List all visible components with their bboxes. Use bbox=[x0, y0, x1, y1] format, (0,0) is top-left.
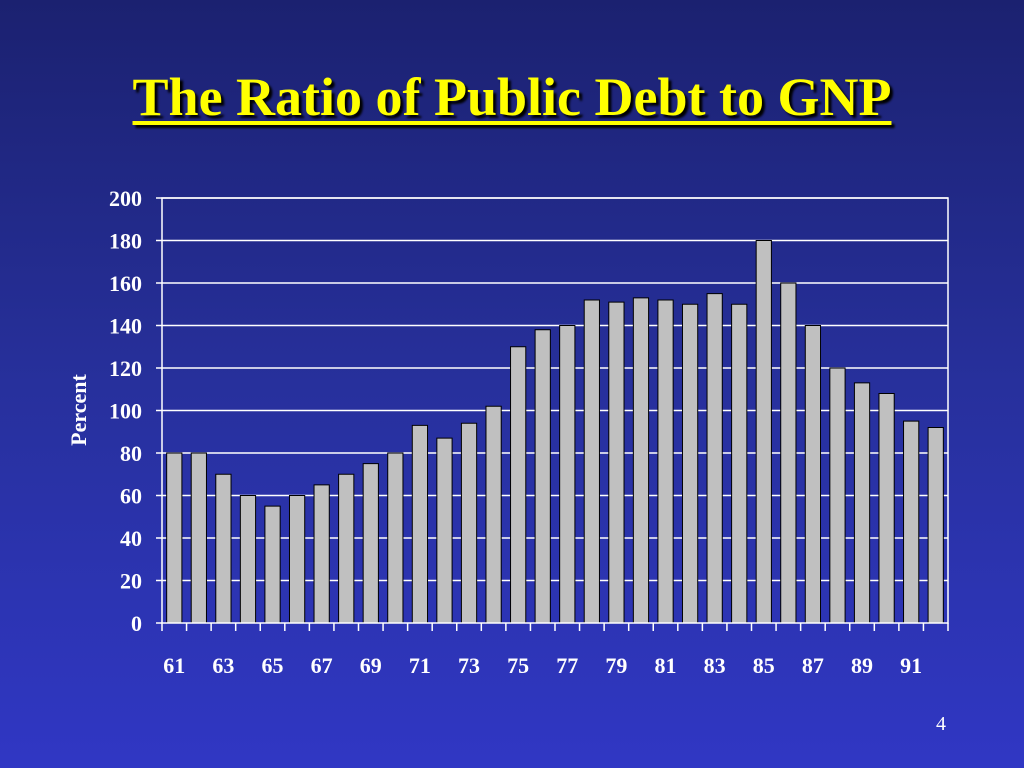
bar-68 bbox=[338, 473, 355, 624]
bar-85 bbox=[755, 240, 772, 624]
bar-86 bbox=[780, 282, 797, 624]
bar-73 bbox=[460, 422, 478, 624]
x-tick-labels: 61 63 65 67 69 71 73 75 77 79 81 83 85 87 89 91 bbox=[163, 653, 922, 678]
y-tick-labels: 0 20 40 60 80 100 120 140 160 180 200 bbox=[109, 186, 142, 636]
bar-79 bbox=[608, 301, 625, 624]
y-tick-label: 200 bbox=[109, 186, 142, 211]
x-tick-label: 77 bbox=[556, 653, 578, 678]
bar-69 bbox=[362, 463, 379, 624]
x-tick-label: 85 bbox=[753, 653, 775, 678]
slide-number: 4 bbox=[936, 713, 946, 735]
x-tick-label: 67 bbox=[311, 653, 333, 678]
x-tick-label: 81 bbox=[655, 653, 677, 678]
x-tick-label: 71 bbox=[409, 653, 431, 678]
x-tick-label: 63 bbox=[212, 653, 234, 678]
bar-82 bbox=[681, 303, 699, 624]
bar-65 bbox=[264, 505, 281, 624]
bar-84 bbox=[731, 303, 748, 624]
bar-71 bbox=[411, 424, 429, 624]
y-tick-label: 40 bbox=[120, 526, 142, 551]
y-tick-label: 160 bbox=[109, 271, 142, 296]
bar-80 bbox=[632, 297, 650, 624]
bar-91 bbox=[903, 420, 920, 624]
y-tick-label: 140 bbox=[109, 314, 142, 339]
bar-87 bbox=[804, 325, 822, 624]
bar-72 bbox=[436, 437, 453, 624]
x-tick-label: 83 bbox=[704, 653, 726, 678]
bar-81 bbox=[657, 299, 674, 624]
bar-83 bbox=[706, 293, 723, 624]
x-tick-label: 87 bbox=[802, 653, 824, 678]
x-tick-label: 89 bbox=[851, 653, 873, 678]
y-tick-label: 80 bbox=[120, 441, 142, 466]
bar-77 bbox=[559, 325, 576, 624]
bar-63 bbox=[215, 473, 232, 624]
bar-67 bbox=[313, 484, 330, 624]
y-tick-label: 60 bbox=[120, 484, 142, 509]
x-tick-label: 61 bbox=[163, 653, 185, 678]
x-tick-label: 75 bbox=[507, 653, 529, 678]
y-axis-label: Percent bbox=[66, 374, 91, 446]
bar-78 bbox=[583, 299, 600, 624]
bar-74 bbox=[485, 405, 502, 624]
x-tick-label: 79 bbox=[605, 653, 627, 678]
y-tick-label: 20 bbox=[120, 569, 142, 594]
y-tick-label: 100 bbox=[109, 399, 142, 424]
bar-89 bbox=[853, 382, 871, 624]
bar-66 bbox=[288, 495, 306, 624]
bar-64 bbox=[239, 495, 257, 624]
x-tick-label: 65 bbox=[262, 653, 284, 678]
x-tick-label: 69 bbox=[360, 653, 382, 678]
bar-76 bbox=[534, 329, 551, 624]
bar-92 bbox=[927, 427, 944, 624]
y-tick-label: 0 bbox=[131, 611, 142, 636]
y-tick-label: 120 bbox=[109, 356, 142, 381]
bar-90 bbox=[878, 393, 895, 624]
bar-88 bbox=[829, 367, 846, 624]
bar-61 bbox=[166, 452, 183, 624]
y-tick-label: 180 bbox=[109, 229, 142, 254]
bar-70 bbox=[387, 452, 404, 624]
x-tick-label: 91 bbox=[900, 653, 922, 678]
slide-title: The Ratio of Public Debt to GNP bbox=[132, 67, 892, 127]
axes bbox=[156, 197, 949, 631]
bar-75 bbox=[510, 346, 527, 624]
x-tick-label: 73 bbox=[458, 653, 480, 678]
bar-62 bbox=[190, 452, 207, 624]
bars bbox=[166, 240, 944, 624]
